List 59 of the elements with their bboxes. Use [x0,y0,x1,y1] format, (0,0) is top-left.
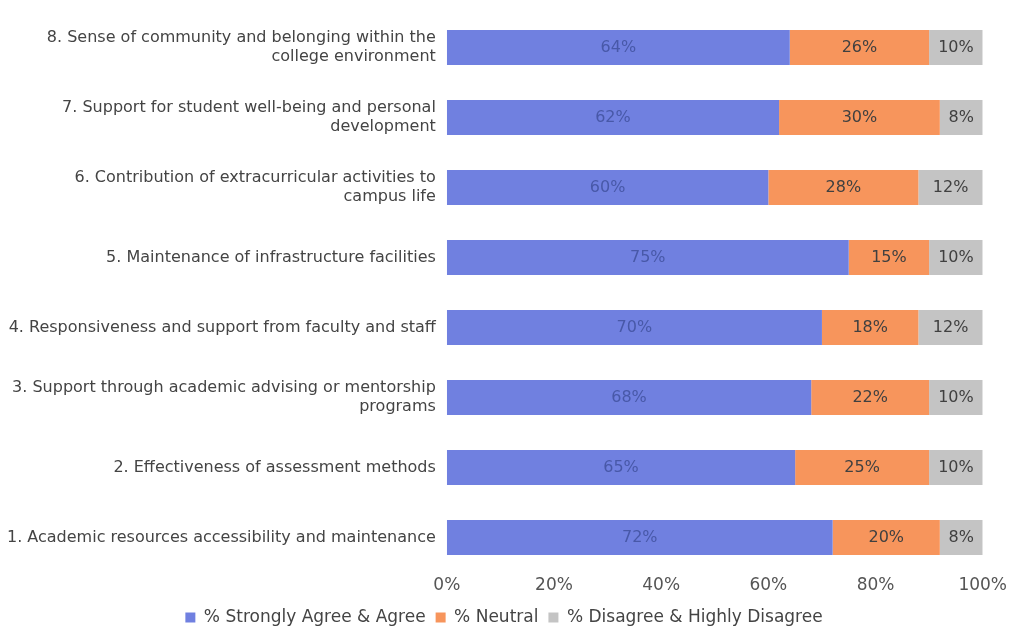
legend-label: % Disagree & Highly Disagree [566,605,823,626]
data-label: 10% [938,386,974,406]
bar [446,380,812,416]
data-label: 20% [868,526,905,546]
data-label: 75% [630,246,666,266]
data-label: 60% [589,176,626,196]
bar [446,240,849,276]
data-label: 12% [932,176,969,196]
y-tick-label: 7. Support for student well-being and personal development [62,97,436,136]
legend-label: % Strongly Agree & Agree [203,605,426,626]
x-tick-label: 0% [433,574,461,595]
bar [446,170,769,206]
y-tick-label: 5. Maintenance of infrastructure facilities [106,246,436,266]
x-tick-label: 60% [749,574,788,595]
data-label: 25% [844,456,880,476]
bar [918,170,983,206]
data-label: 64% [600,36,637,56]
data-label: 30% [841,106,878,126]
data-label: 12% [932,316,969,336]
data-label: 26% [841,36,878,56]
bar [811,380,930,416]
data-label: 62% [595,106,631,126]
data-label: 10% [938,456,974,476]
y-tick-label: 1. Academic resources accessibility and maintenance [7,526,436,546]
bar [446,520,833,556]
legend-label: % Neutral [454,605,539,626]
bar [446,310,822,346]
data-label: 15% [871,246,907,266]
bar [779,100,940,136]
bar [832,520,940,556]
bar [446,100,780,136]
y-tick-label: 6. Contribution of extracurricular activities to campus life [74,167,436,206]
x-tick-label: 100% [958,574,1007,595]
y-tick-label: 8. Sense of community and belonging within the college environment [46,27,436,66]
data-label: 8% [948,526,974,546]
data-label: 8% [948,106,974,126]
data-label: 72% [621,526,658,546]
y-tick-label: 3. Support through academic advising or mentorship programs [12,377,436,416]
y-tick-label: 2. Effectiveness of assessment methods [113,456,436,476]
x-tick-label: 20% [535,574,573,595]
bar [821,310,919,346]
bar [848,240,930,276]
data-label: 28% [825,176,862,196]
data-label: 22% [852,386,888,406]
data-label: 10% [938,36,974,56]
bar [446,450,796,486]
x-tick-label: 40% [642,574,681,595]
data-label: 68% [611,386,647,406]
data-label: 70% [616,316,653,336]
bar [789,30,930,66]
bar [918,310,983,346]
data-label: 10% [938,246,974,266]
y-tick-label: 4. Responsiveness and support from faculty and staff [8,316,437,336]
data-label: 65% [603,456,639,476]
data-label: 18% [852,316,888,336]
x-tick-label: 80% [856,574,895,595]
bar [446,30,790,66]
bar [795,450,930,486]
bar [768,170,919,206]
